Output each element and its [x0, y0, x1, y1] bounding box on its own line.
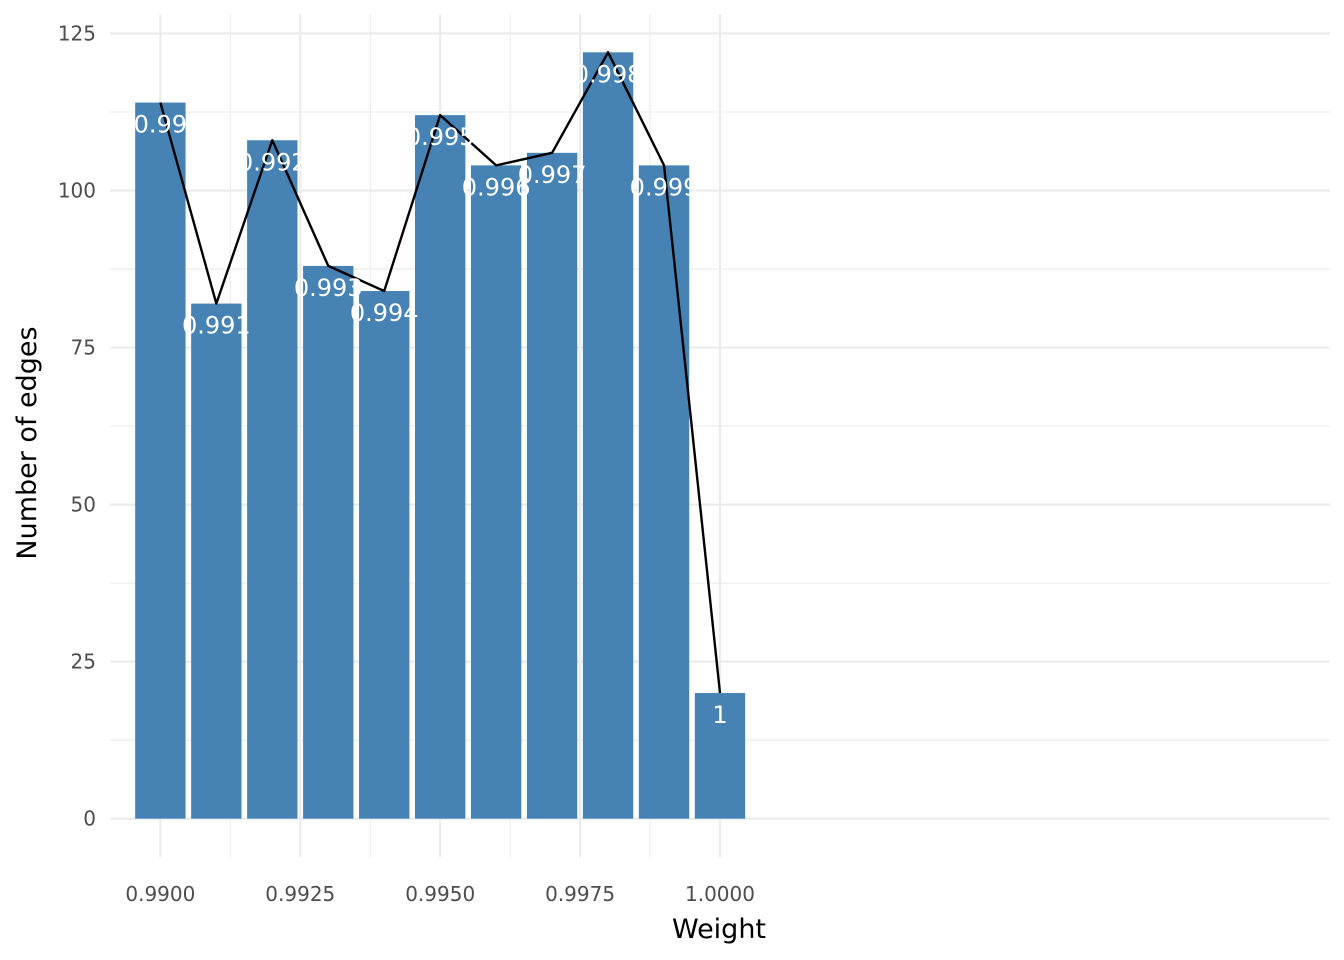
bar-label: 0.994: [350, 299, 419, 327]
x-tick-label: 0.9900: [125, 882, 195, 906]
y-tick-label: 0: [83, 807, 96, 831]
bar: [135, 102, 186, 819]
bar-label: 0.992: [238, 148, 307, 176]
bar: [470, 165, 522, 819]
bar: [191, 303, 242, 819]
y-tick-label: 125: [58, 21, 96, 45]
bar: [694, 693, 746, 819]
y-axis-title: Number of edges: [12, 326, 43, 559]
bar: [359, 291, 410, 819]
bar-label: 0.991: [182, 312, 251, 340]
bar: [638, 165, 690, 819]
bar-label: 0.995: [406, 123, 475, 151]
bar: [303, 265, 354, 819]
bar: [415, 115, 466, 819]
bar-label: 0.999: [630, 173, 699, 201]
x-tick-label: 0.9950: [405, 882, 475, 906]
bar-label: 0.996: [462, 173, 531, 201]
bar-label: 0.998: [574, 60, 643, 88]
x-tick-label: 0.9925: [265, 882, 335, 906]
y-tick-label: 75: [71, 336, 96, 360]
bar: [582, 52, 634, 819]
x-axis-title: Weight: [672, 914, 766, 945]
bar-label: 1: [712, 701, 727, 729]
bar-layer: [135, 52, 746, 819]
x-tick-label: 0.9975: [545, 882, 615, 906]
x-tick-label: 1.0000: [685, 882, 755, 906]
y-tick-label: 50: [71, 493, 96, 517]
overlay-line: [159, 51, 722, 694]
y-tick-label: 25: [71, 650, 96, 674]
bar-label: 0.993: [294, 274, 363, 302]
bar: [526, 152, 578, 819]
y-tick-label: 100: [58, 179, 96, 203]
line-layer: [159, 51, 722, 694]
bar-label: 0.997: [518, 161, 587, 189]
axis-layer: 0 25 50 75 100 125 0.9900 0.9925 0.9950 0.9975 1.0…: [58, 21, 755, 906]
bar: [247, 140, 298, 819]
bar-label: 0.99: [134, 111, 187, 139]
